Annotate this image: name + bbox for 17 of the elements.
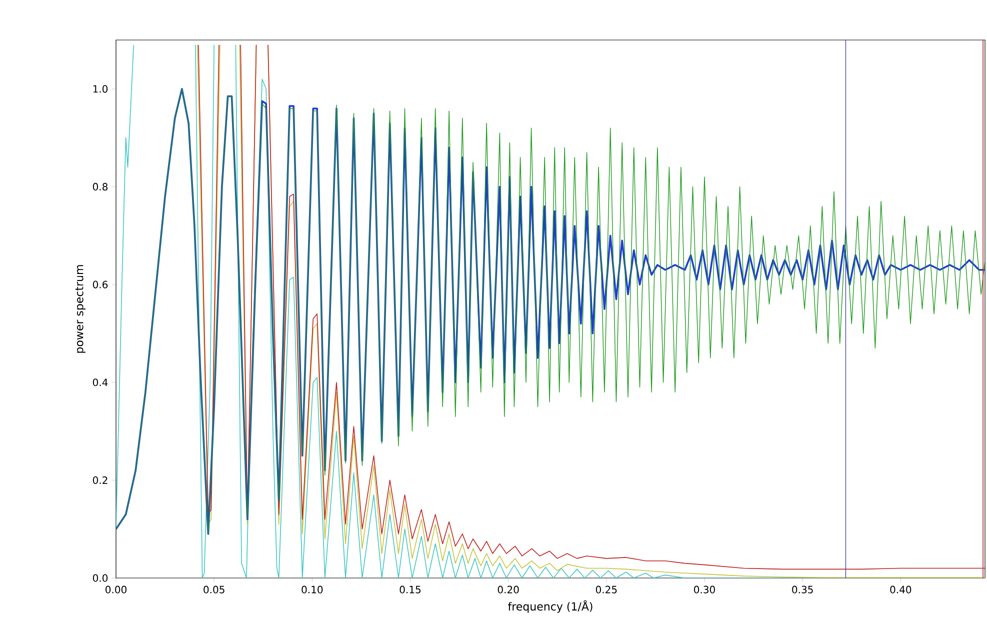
x-tick-label: 0.10	[302, 586, 323, 594]
x-tick-label: 0.15	[400, 586, 421, 594]
y-tick-label: 0.6	[92, 280, 108, 288]
x-tick-label: 0.35	[792, 586, 813, 594]
x-tick-label: 0.05	[204, 586, 224, 594]
x-tick-label: 0.40	[890, 586, 912, 594]
x-tick-label: 0.30	[694, 586, 715, 594]
y-tick-label: 0.0	[92, 574, 108, 582]
y-axis-title: power spectrum	[75, 265, 86, 353]
y-tick-label: 0.2	[92, 476, 108, 484]
y-tick-label: 0.8	[92, 182, 108, 191]
x-axis-title: frequency (1/Å)	[508, 600, 592, 613]
x-tick-label: 0.25	[596, 586, 617, 594]
x-tick-label: 0.20	[498, 586, 519, 594]
y-tick-label: 0.4	[92, 378, 108, 386]
x-tick-label: 0.00	[106, 586, 126, 594]
y-tick-label: 1.0	[93, 85, 108, 93]
